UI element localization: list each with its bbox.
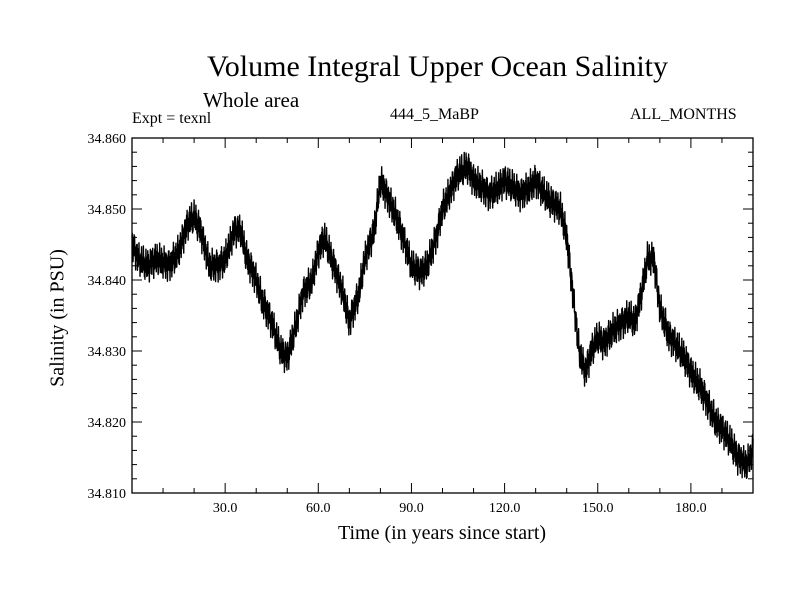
y-tick-label: 34.840 (88, 274, 127, 289)
y-tick-label: 34.810 (88, 487, 127, 502)
ticks-layer: 30.0 60.0 90.0 120.0 150.0 180.0 34.810 34.820 3… (88, 132, 753, 516)
chart-title: Volume Integral Upper Ocean Salinity (207, 50, 668, 83)
y-tick-label: 34.830 (88, 345, 127, 360)
y-tick-label: 34.860 (88, 132, 127, 147)
x-tick-label: 120.0 (489, 501, 521, 516)
plot-frame (131, 137, 754, 494)
series-layer (131, 151, 754, 480)
x-tick-label: 180.0 (675, 501, 707, 516)
x-tick-label: 60.0 (306, 501, 331, 516)
run-label: 444_5_MaBP (390, 106, 479, 123)
x-tick-label: 30.0 (213, 501, 238, 516)
x-axis-label: Time (in years since start) (337, 522, 547, 544)
y-tick-label: 34.850 (88, 203, 127, 218)
months-label: ALL_MONTHS (630, 106, 737, 123)
x-tick-label: 150.0 (582, 501, 614, 516)
experiment-label: Expt = texnl (132, 110, 212, 127)
chart-subtitle: Whole area (203, 88, 300, 112)
x-tick-label: 90.0 (399, 501, 424, 516)
series-line (131, 151, 754, 480)
y-tick-label: 34.820 (88, 416, 127, 431)
